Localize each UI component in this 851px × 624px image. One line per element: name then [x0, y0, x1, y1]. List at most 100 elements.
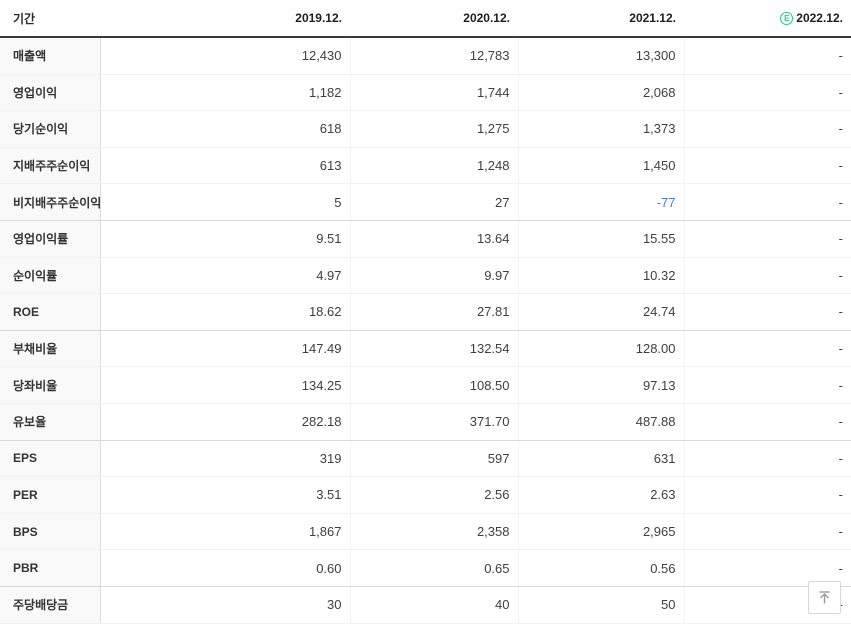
table-row: 지배주주순이익 613 1,248 1,450-: [0, 147, 851, 185]
value-cell: -: [684, 257, 851, 295]
value-cell: 27: [350, 183, 519, 221]
year-header-202012: 2020.12.: [350, 0, 518, 38]
value-cell: -: [684, 476, 851, 514]
value-cell: -: [684, 293, 851, 331]
row-label: 당기순이익: [0, 110, 101, 148]
value-cell: 147.49: [100, 330, 351, 368]
table-header: 기간 2019.12. 2020.12. 2021.12. E 2022.12.: [0, 0, 851, 38]
value-cell: 24.74: [518, 293, 685, 331]
row-label: 부채비율: [0, 330, 101, 368]
value-cell: 1,450: [518, 147, 685, 185]
scroll-to-top-button[interactable]: [808, 581, 841, 614]
value-cell: 15.55: [518, 220, 685, 258]
value-cell: 371.70: [350, 403, 519, 441]
row-label: 비지배주주순이익: [0, 183, 101, 221]
year-header-202212: E 2022.12.: [684, 0, 851, 38]
value-cell: 132.54: [350, 330, 519, 368]
table-row: 영업이익률 9.51 13.64 15.55-: [0, 220, 851, 258]
row-label: PBR: [0, 549, 101, 587]
value-cell: 12,430: [100, 37, 351, 75]
value-cell: 12,783: [350, 37, 519, 75]
row-label: 지배주주순이익: [0, 147, 101, 185]
value-cell: -: [684, 366, 851, 404]
value-cell: 13,300: [518, 37, 685, 75]
value-cell: 134.25: [100, 366, 351, 404]
value-cell: 50: [518, 586, 685, 624]
year-header-202112: 2021.12.: [518, 0, 684, 38]
value-cell: -: [684, 440, 851, 478]
value-cell: 631: [518, 440, 685, 478]
value-cell: 597: [350, 440, 519, 478]
value-cell: 2,358: [350, 513, 519, 551]
table-row: 영업이익 1,182 1,744 2,068-: [0, 74, 851, 112]
value-cell: 27.81: [350, 293, 519, 331]
table-row: 순이익률 4.97 9.97 10.32-: [0, 257, 851, 295]
row-label: 당좌비율: [0, 366, 101, 404]
row-label: 유보율: [0, 403, 101, 441]
table-row: PBR 0.60 0.65 0.56-: [0, 549, 851, 587]
table-body: 매출액 12,430 12,783 13,300- 영업이익 1,182 1,744 2,06…: [0, 37, 851, 624]
value-cell: 30: [100, 586, 351, 624]
value-cell: 1,373: [518, 110, 685, 148]
row-label: 순이익률: [0, 257, 101, 295]
value-cell: 0.60: [100, 549, 351, 587]
table-row: 비지배주주순이익 5 27 -77-: [0, 183, 851, 221]
value-cell: 9.51: [100, 220, 351, 258]
table-row: 부채비율 147.49 132.54 128.00-: [0, 330, 851, 368]
value-cell: -: [684, 183, 851, 221]
row-label: PER: [0, 476, 101, 514]
value-cell: 319: [100, 440, 351, 478]
value-cell: -: [684, 330, 851, 368]
table-row: EPS 319 597 631-: [0, 440, 851, 478]
value-cell: 1,275: [350, 110, 519, 148]
value-cell: 108.50: [350, 366, 519, 404]
value-cell: -: [684, 147, 851, 185]
value-cell: 1,182: [100, 74, 351, 112]
value-cell: 4.97: [100, 257, 351, 295]
value-cell: 0.65: [350, 549, 519, 587]
value-cell: -: [684, 37, 851, 75]
value-cell: -77: [518, 183, 685, 221]
value-cell: 3.51: [100, 476, 351, 514]
value-cell: 40: [350, 586, 519, 624]
value-cell: 1,744: [350, 74, 519, 112]
value-cell: 2.63: [518, 476, 685, 514]
header-row: 기간 2019.12. 2020.12. 2021.12. E 2022.12.: [0, 0, 851, 38]
value-cell: 282.18: [100, 403, 351, 441]
row-label: 주당배당금: [0, 586, 101, 624]
value-cell: 1,248: [350, 147, 519, 185]
value-cell: 0.56: [518, 549, 685, 587]
value-cell: 1,867: [100, 513, 351, 551]
value-cell: 9.97: [350, 257, 519, 295]
table-row: 당좌비율 134.25 108.50 97.13-: [0, 366, 851, 404]
value-cell: 10.32: [518, 257, 685, 295]
table-row: 매출액 12,430 12,783 13,300-: [0, 37, 851, 75]
table-row: 당기순이익 618 1,275 1,373-: [0, 110, 851, 148]
value-cell: 2,068: [518, 74, 685, 112]
table-row: BPS 1,867 2,358 2,965-: [0, 513, 851, 551]
estimate-icon: E: [780, 12, 794, 25]
value-cell: -: [684, 110, 851, 148]
table-row: ROE 18.62 27.81 24.74-: [0, 293, 851, 331]
row-label: EPS: [0, 440, 101, 478]
period-header-label: 기간: [0, 0, 100, 38]
value-cell: 18.62: [100, 293, 351, 331]
value-cell: 487.88: [518, 403, 685, 441]
value-cell: 618: [100, 110, 351, 148]
value-cell: -: [684, 513, 851, 551]
value-cell: 97.13: [518, 366, 685, 404]
arrow-up-to-top-icon: [817, 590, 832, 605]
value-cell: 128.00: [518, 330, 685, 368]
value-cell: -: [684, 403, 851, 441]
value-cell: 2,965: [518, 513, 685, 551]
row-label: 영업이익률: [0, 220, 101, 258]
row-label: 영업이익: [0, 74, 101, 112]
row-label: 매출액: [0, 37, 101, 75]
value-cell: 2.56: [350, 476, 519, 514]
row-label: ROE: [0, 293, 101, 331]
value-cell: -: [684, 220, 851, 258]
table-row: PER 3.51 2.56 2.63-: [0, 476, 851, 514]
